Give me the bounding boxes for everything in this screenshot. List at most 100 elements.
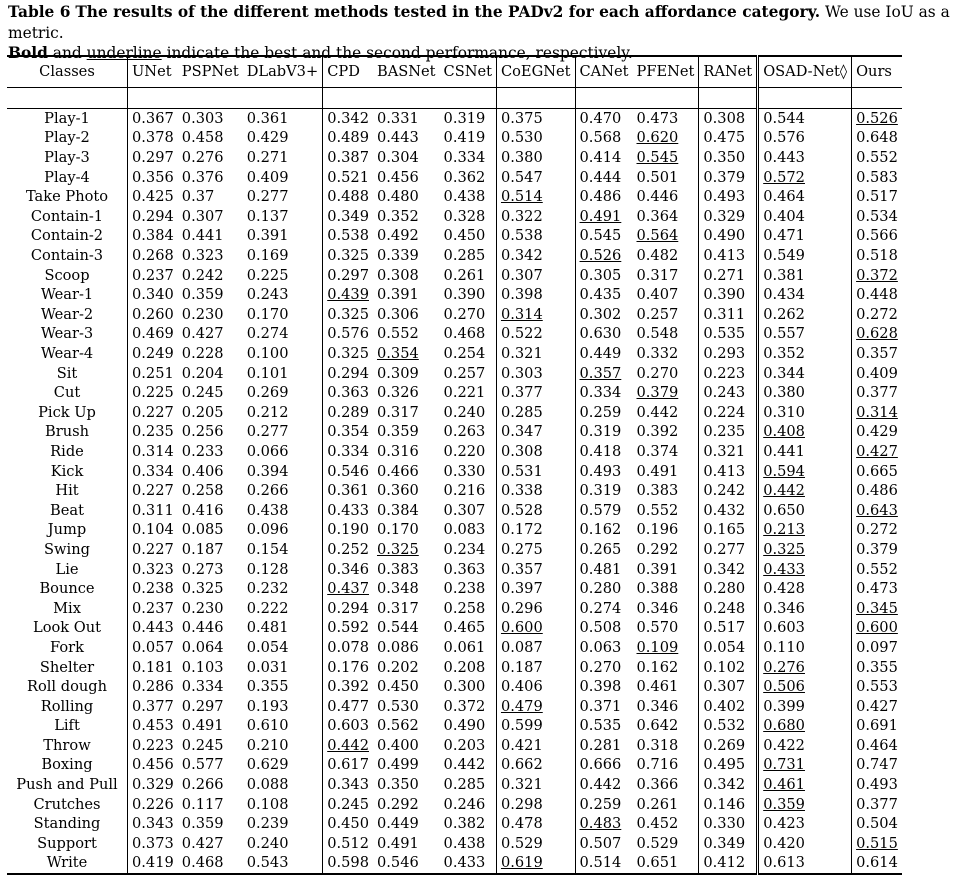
value-cell: 0.442: [322, 735, 373, 756]
value-cell: 0.456: [376, 168, 419, 186]
value-cell: 0.307: [443, 501, 486, 519]
class-name-cell: Wear-4: [40, 345, 94, 363]
class-name-cell: Wear-1: [40, 286, 94, 304]
table-row: Play-1 0.367 0.303 0.361 0.342 0.331 0.319 0.37…: [7, 108, 902, 129]
value-cell: 0.423: [756, 813, 852, 834]
table-row: Wear-2 0.260 0.230 0.170 0.325 0.306 0.270 0.31…: [7, 304, 902, 325]
table-row: Crutches 0.226 0.117 0.108 0.245 0.292 0.246 0.…: [7, 794, 902, 814]
value-cell: 0.471: [756, 226, 852, 246]
value-cell: 0.328: [443, 207, 486, 225]
value-cell: 0.334: [574, 382, 633, 403]
value-cell: 0.384: [126, 226, 178, 246]
value-cell: 0.402: [698, 696, 758, 716]
value-cell: 0.304: [376, 149, 419, 167]
value-cell: 0.514: [574, 853, 633, 874]
value-cell: 0.169: [246, 247, 289, 265]
value-cell: 0.271: [698, 265, 758, 285]
value-cell: 0.450: [322, 813, 373, 834]
value-cell: 0.493: [574, 461, 633, 481]
value-cell: 0.331: [376, 109, 419, 127]
value-cell: 0.433: [322, 500, 373, 521]
value-cell: 0.387: [322, 147, 373, 168]
table-row: Rolling 0.377 0.297 0.193 0.477 0.530 0.372 0.4…: [7, 696, 902, 716]
table-row: Brush 0.235 0.256 0.277 0.354 0.359 0.263 0.347…: [7, 422, 902, 442]
value-cell: 0.356: [126, 167, 178, 187]
value-cell: 0.491: [181, 717, 224, 735]
value-cell: 0.517: [698, 618, 758, 638]
value-cell: 0.398: [495, 284, 576, 305]
value-cell: 0.488: [322, 186, 373, 207]
value-cell: 0.347: [495, 422, 576, 442]
header-ranet: RANet: [698, 56, 758, 88]
class-name-cell: Contain-2: [30, 227, 104, 245]
value-cell: 0.196: [636, 521, 679, 539]
value-cell: 0.413: [698, 245, 758, 266]
value-cell: 0.552: [851, 147, 902, 168]
table-row: Standing 0.343 0.359 0.239 0.450 0.449 0.382 0.…: [7, 813, 902, 834]
class-name-cell: Shelter: [39, 658, 95, 676]
value-cell: 0.397: [495, 578, 576, 599]
value-cell: 0.665: [851, 461, 902, 481]
value-cell: 0.263: [443, 423, 486, 441]
value-cell: 0.100: [246, 345, 289, 363]
value-cell: 0.449: [376, 815, 419, 833]
value-cell: 0.530: [376, 697, 419, 715]
value-cell: 0.311: [126, 500, 178, 521]
value-cell: 0.680: [756, 716, 852, 736]
value-cell: 0.391: [636, 560, 679, 578]
value-cell: 0.233: [181, 442, 224, 460]
value-cell: 0.442: [756, 480, 852, 501]
value-cell: 0.308: [698, 108, 758, 129]
value-cell: 0.421: [495, 735, 576, 756]
value-cell: 0.162: [574, 520, 633, 540]
value-cell: 0.441: [756, 441, 852, 462]
value-cell: 0.097: [851, 637, 902, 658]
value-cell: 0.486: [851, 480, 902, 501]
value-cell: 0.504: [851, 813, 902, 834]
value-cell: 0.478: [495, 813, 576, 834]
class-name-cell: Fork: [50, 638, 84, 656]
value-cell: 0.470: [574, 108, 633, 129]
table-row: Roll dough 0.286 0.334 0.355 0.392 0.450 0.300…: [7, 676, 902, 697]
value-cell: 0.319: [574, 480, 633, 501]
value-cell: 0.031: [246, 658, 289, 676]
value-cell: 0.477: [322, 696, 373, 716]
value-cell: 0.408: [756, 422, 852, 442]
value-cell: 0.064: [181, 638, 224, 656]
value-cell: 0.407: [636, 286, 679, 304]
value-cell: 0.456: [126, 755, 178, 775]
value-cell: 0.549: [756, 245, 852, 266]
value-cell: 0.298: [495, 794, 576, 814]
value-cell: 0.355: [851, 657, 902, 677]
value-cell: 0.512: [322, 833, 373, 854]
value-cell: 0.643: [851, 500, 902, 521]
class-name-cell: Play-3: [44, 149, 90, 167]
value-cell: 0.296: [495, 598, 576, 619]
value-cell: 0.364: [636, 207, 679, 225]
value-cell: 0.552: [376, 325, 419, 343]
value-cell: 0.491: [636, 462, 679, 480]
class-name-cell: Take Photo: [25, 188, 109, 206]
value-cell: 0.342: [698, 559, 758, 579]
value-cell: 0.354: [376, 345, 419, 363]
header-pspnet: PSPNet: [181, 63, 239, 80]
class-name-cell: Play-1: [44, 109, 90, 127]
value-cell: 0.266: [181, 776, 224, 794]
value-cell: 0.362: [443, 168, 486, 186]
value-cell: 0.529: [636, 834, 679, 852]
value-cell: 0.232: [246, 580, 289, 598]
value-cell: 0.521: [322, 167, 373, 187]
value-cell: 0.377: [851, 794, 902, 814]
value-cell: 0.452: [636, 815, 679, 833]
value-cell: 0.464: [851, 735, 902, 756]
class-name-cell: Crutches: [33, 795, 101, 813]
value-cell: 0.613: [756, 853, 852, 874]
value-cell: 0.529: [495, 833, 576, 854]
value-cell: 0.359: [181, 815, 224, 833]
value-cell: 0.371: [574, 696, 633, 716]
value-cell: 0.557: [756, 324, 852, 344]
value-cell: 0.691: [851, 716, 902, 736]
value-cell: 0.453: [126, 716, 178, 736]
value-cell: 0.240: [246, 834, 289, 852]
value-cell: 0.390: [443, 286, 486, 304]
